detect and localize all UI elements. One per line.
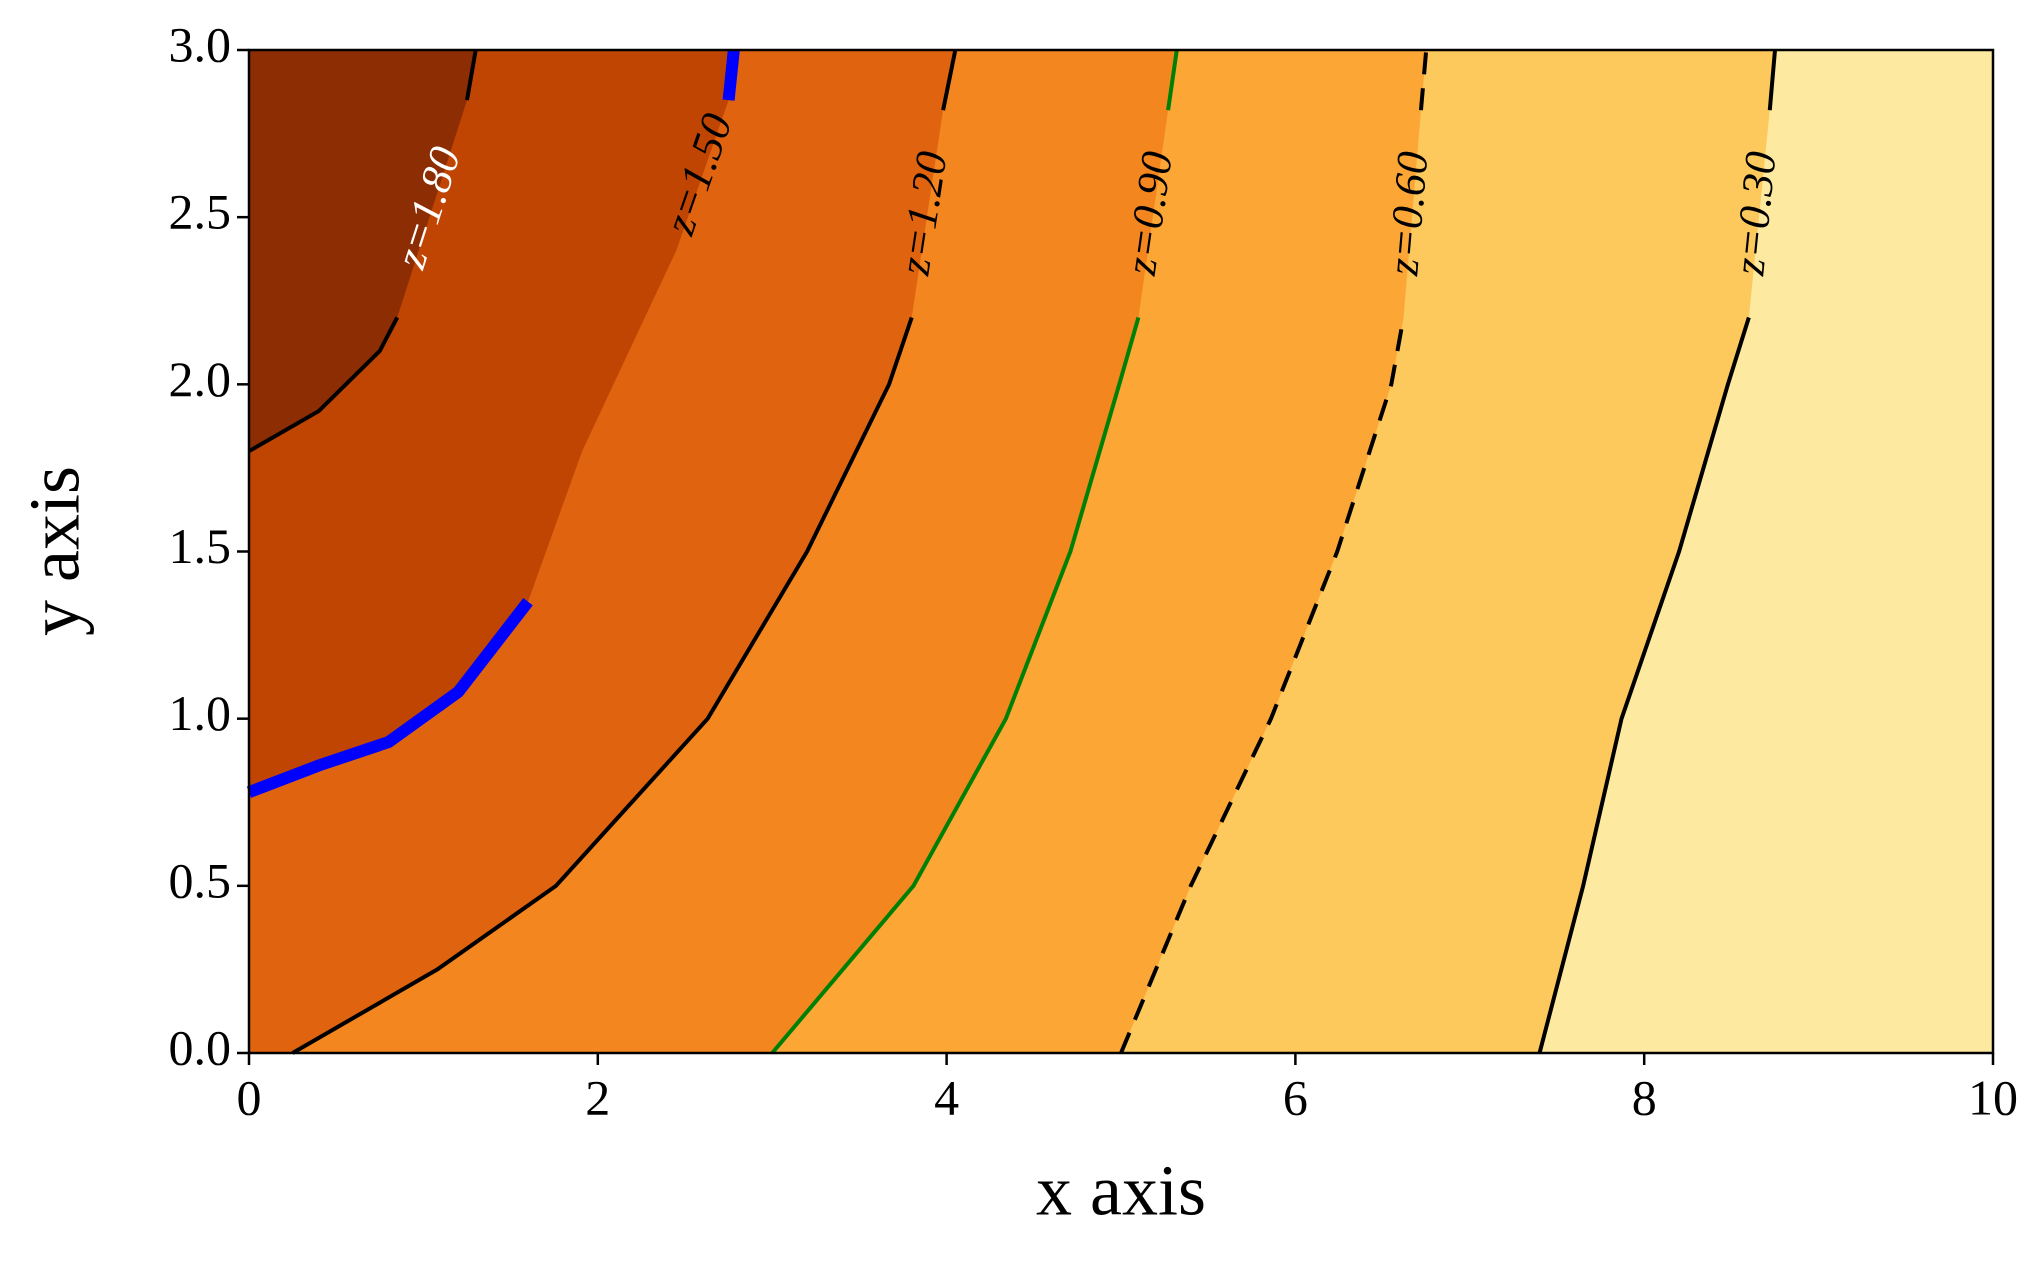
x-tick-label: 8 [1632,1069,1657,1125]
y-tick-label: 3.0 [169,16,232,72]
y-tick-label: 2.0 [169,351,232,407]
contour-line [770,49,1179,1055]
contour-line [291,49,958,1055]
contour-line [1119,49,1429,1054]
contour-line [246,49,740,798]
y-tick-label: 2.5 [169,184,232,240]
contour-line [1537,49,1777,1054]
x-tick-label: 6 [1283,1069,1308,1125]
filled-band [249,50,476,452]
x-tick-label: 4 [934,1069,959,1125]
contour-label: z=0.60 [1378,150,1437,278]
x-axis-label: x axis [1036,1151,1206,1231]
y-axis-label: y axis [15,466,95,636]
contour-line [248,49,478,453]
x-tick-label: 10 [1968,1069,2018,1125]
plot-area [246,49,1993,1055]
y-tick-label: 1.0 [169,685,232,741]
y-tick-label: 0.5 [169,852,232,908]
y-tick-label: 0.0 [169,1019,232,1075]
x-tick-label: 0 [237,1069,262,1125]
x-tick-label: 2 [585,1069,610,1125]
y-tick-label: 1.5 [169,518,232,574]
